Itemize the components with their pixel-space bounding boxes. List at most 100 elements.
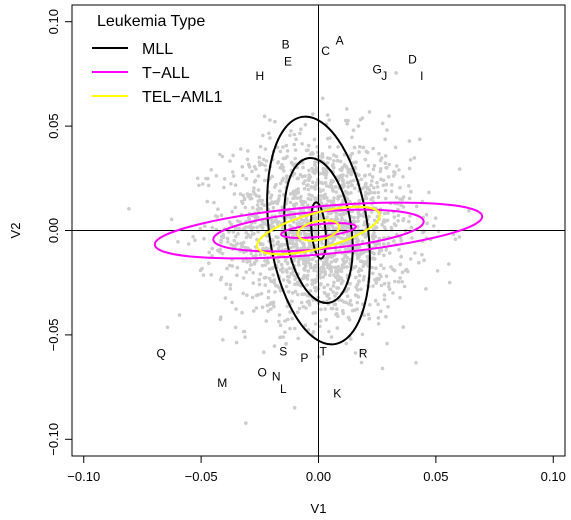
data-point bbox=[327, 329, 331, 334]
data-point bbox=[256, 188, 261, 192]
data-point bbox=[297, 257, 302, 261]
x-axis: −0.10 −0.05 0.00 0.05 0.10 bbox=[67, 456, 566, 484]
data-point bbox=[427, 190, 431, 195]
data-point bbox=[231, 230, 236, 234]
data-point bbox=[387, 114, 391, 118]
data-point bbox=[238, 220, 242, 224]
point-label: N bbox=[272, 370, 281, 384]
data-point bbox=[304, 226, 308, 230]
data-point bbox=[276, 220, 281, 224]
data-point bbox=[210, 225, 215, 230]
data-point bbox=[307, 173, 311, 177]
point-label: K bbox=[333, 386, 341, 400]
data-point bbox=[361, 264, 366, 269]
data-point bbox=[251, 281, 256, 285]
point-label: G bbox=[373, 63, 382, 77]
data-point bbox=[345, 174, 349, 178]
data-point bbox=[354, 293, 359, 298]
data-point bbox=[356, 269, 361, 274]
data-point bbox=[324, 184, 329, 188]
data-point bbox=[376, 190, 381, 195]
data-point bbox=[264, 275, 268, 280]
data-point bbox=[368, 303, 372, 307]
data-point bbox=[396, 280, 401, 284]
data-point bbox=[325, 215, 330, 219]
point-label: L bbox=[280, 382, 287, 396]
data-point bbox=[278, 189, 282, 193]
data-point bbox=[287, 231, 292, 235]
data-point bbox=[263, 263, 268, 267]
data-point bbox=[323, 192, 327, 197]
data-point bbox=[353, 351, 358, 355]
point-label: Q bbox=[157, 347, 166, 361]
data-point bbox=[197, 183, 201, 188]
data-point bbox=[435, 269, 440, 273]
data-point bbox=[332, 302, 337, 307]
data-point bbox=[371, 284, 375, 288]
data-point bbox=[359, 360, 364, 365]
data-point bbox=[295, 282, 300, 287]
data-point bbox=[410, 236, 414, 240]
data-point bbox=[384, 274, 389, 279]
data-point bbox=[241, 173, 245, 178]
legend-title: Leukemia Type bbox=[97, 13, 205, 30]
data-point bbox=[284, 174, 289, 178]
data-point bbox=[360, 239, 365, 244]
data-point bbox=[321, 181, 325, 186]
data-point bbox=[376, 195, 381, 199]
data-point bbox=[335, 158, 340, 163]
data-point bbox=[297, 306, 302, 311]
data-point bbox=[331, 284, 336, 288]
data-point bbox=[249, 263, 253, 267]
data-point bbox=[382, 293, 387, 297]
data-point bbox=[401, 175, 405, 179]
data-point bbox=[334, 185, 338, 189]
data-point bbox=[285, 304, 290, 309]
data-point bbox=[349, 179, 353, 184]
data-point bbox=[378, 272, 382, 277]
data-point bbox=[266, 309, 271, 313]
data-point bbox=[324, 175, 328, 180]
data-point bbox=[294, 188, 299, 192]
data-point bbox=[261, 157, 266, 162]
data-point bbox=[420, 252, 424, 257]
data-point bbox=[278, 181, 283, 186]
data-point bbox=[400, 270, 405, 275]
data-point bbox=[337, 212, 342, 217]
data-point bbox=[332, 165, 336, 170]
data-point bbox=[307, 302, 312, 307]
data-point bbox=[380, 366, 385, 371]
data-point bbox=[339, 236, 343, 240]
data-point bbox=[283, 319, 287, 323]
data-point bbox=[263, 147, 268, 151]
point-label: O bbox=[257, 365, 266, 379]
data-point bbox=[382, 281, 387, 286]
data-point bbox=[327, 118, 332, 122]
data-point bbox=[230, 170, 235, 174]
data-point bbox=[278, 165, 283, 170]
data-point bbox=[361, 145, 366, 150]
data-point bbox=[258, 144, 263, 149]
data-point bbox=[372, 190, 377, 195]
data-point bbox=[336, 145, 340, 149]
data-point bbox=[256, 293, 261, 297]
data-point bbox=[359, 287, 363, 292]
data-point bbox=[376, 316, 381, 320]
data-point bbox=[312, 285, 317, 290]
data-point bbox=[347, 302, 351, 306]
data-point bbox=[201, 273, 206, 277]
data-point bbox=[374, 225, 379, 230]
data-point bbox=[346, 287, 351, 291]
data-point bbox=[223, 296, 228, 300]
data-point bbox=[307, 168, 311, 173]
data-point bbox=[254, 253, 258, 258]
data-point bbox=[425, 221, 429, 226]
data-point bbox=[245, 157, 250, 162]
data-point bbox=[257, 194, 262, 199]
data-point bbox=[320, 96, 325, 101]
data-point bbox=[363, 157, 368, 162]
data-point bbox=[382, 242, 386, 246]
data-point bbox=[322, 285, 327, 290]
data-point bbox=[281, 156, 286, 161]
